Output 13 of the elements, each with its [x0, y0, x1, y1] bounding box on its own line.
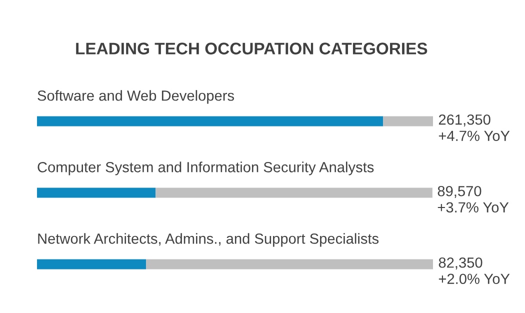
chart-title: LEADING TECH OCCUPATION CATEGORIES [76, 42, 428, 54]
bar [37, 259, 146, 270]
bar [37, 188, 156, 198]
data-label: 82,350 +2.0% YoY [438, 257, 510, 284]
bar [383, 116, 433, 126]
y-tick-label: Network Architects, Admins., and Support Specialists [38, 233, 379, 247]
bar [156, 188, 432, 198]
bar [37, 116, 384, 126]
data-label: 89,570 +3.7% YoY [438, 186, 509, 213]
bar [146, 259, 433, 270]
y-tick-label: Computer System and Information Security Analysts [38, 162, 374, 176]
data-label: 261,350 +4.7% YoY [438, 114, 510, 142]
y-tick-label: Software and Web Developers [38, 90, 234, 104]
